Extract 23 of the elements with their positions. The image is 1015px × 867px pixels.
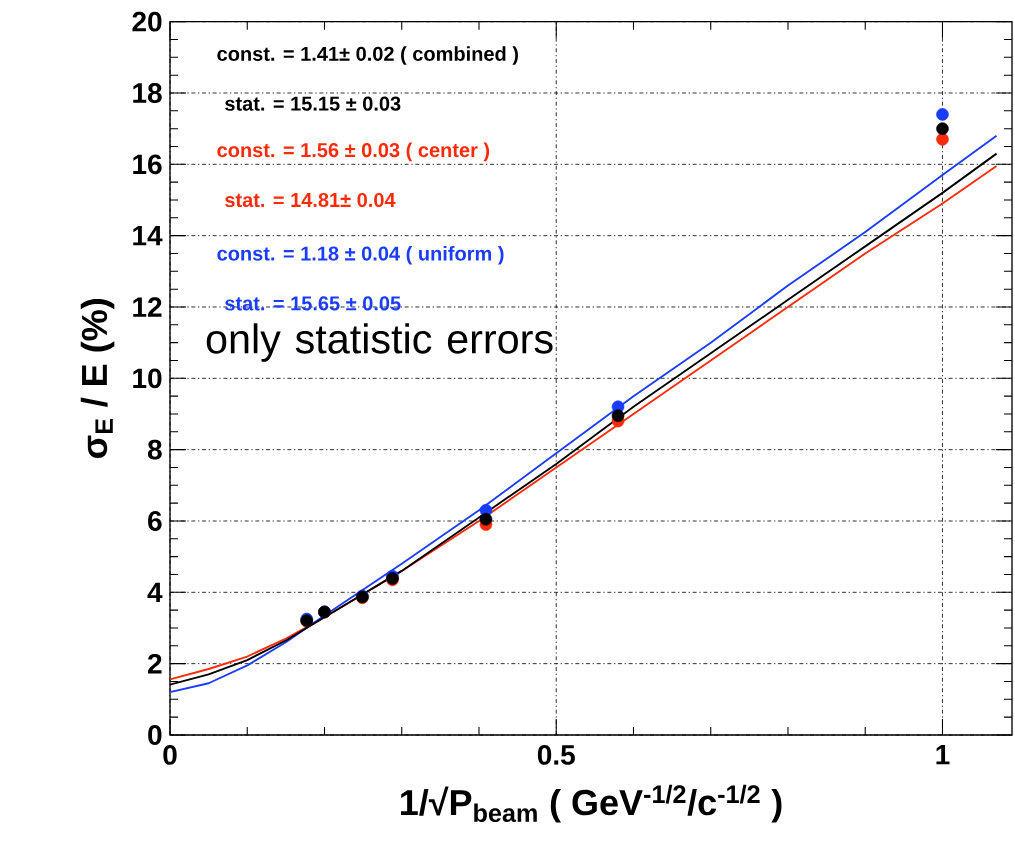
y-tick-label: 10 bbox=[133, 368, 162, 389]
annotation: const. = 1.56 ± 0.03 ( center ) bbox=[217, 142, 490, 162]
annotation: const. = 1.18 ± 0.04 ( uniform ) bbox=[217, 245, 504, 265]
annotation: only statistic errors bbox=[206, 323, 553, 362]
y-tick-label: 18 bbox=[133, 83, 162, 103]
y-tick-label: 8 bbox=[147, 439, 162, 460]
y-tick-label: 16 bbox=[133, 154, 162, 175]
annotation: stat. = 15.15 ± 0.03 bbox=[225, 96, 401, 111]
x-axis-title: 1/√P$_{beam}$ ( GeV$^{-1/2}$/c$^{-1/2}$ ) bbox=[401, 784, 782, 823]
y-tick-label: 4 bbox=[147, 582, 163, 602]
annotation: stat. = 14.81± 0.04 bbox=[225, 192, 396, 208]
x-tick-label: 0 bbox=[163, 745, 177, 765]
y-axis-title: σ$_{E}$ / E (%) bbox=[80, 299, 115, 458]
annotation: const. = 1.41± 0.02 ( combined ) bbox=[217, 46, 518, 65]
y-tick-label: 6 bbox=[148, 511, 162, 531]
y-tick-label: 12 bbox=[133, 297, 162, 317]
y-tick-label: 20 bbox=[132, 11, 162, 32]
x-tick-label: 1 bbox=[936, 745, 950, 765]
y-tick-label: 0 bbox=[148, 725, 162, 745]
x-tick-label: 0.5 bbox=[537, 745, 575, 765]
y-tick-label: 2 bbox=[148, 653, 162, 674]
annotation: stat. = 15.65 ± 0.05 bbox=[225, 296, 401, 311]
y-tick-label: 14 bbox=[133, 226, 163, 246]
